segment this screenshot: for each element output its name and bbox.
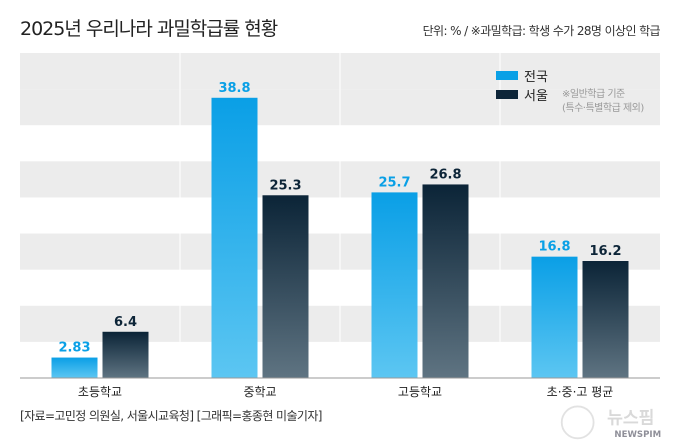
unit-note: 단위: % / ※과밀학급: 학생 수가 28명 이상인 학급 <box>422 24 661 38</box>
x-tick-label: 초·중·고 평균 <box>547 385 614 399</box>
bar-national <box>531 256 578 378</box>
data-label: 16.8 <box>538 240 570 255</box>
bar-seoul <box>422 184 469 378</box>
data-label: 25.7 <box>378 175 410 190</box>
data-label: 25.3 <box>269 178 301 193</box>
bar-seoul <box>582 261 629 378</box>
legend-item-national: 전국 <box>496 66 548 85</box>
svg-text:NEWSPIM: NEWSPIM <box>614 430 661 440</box>
data-label: 2.83 <box>58 341 90 356</box>
x-tick-label: 중학교 <box>243 385 276 399</box>
bar-national <box>371 192 418 378</box>
bar-national <box>51 357 98 378</box>
legend: 전국 서울 <box>496 66 548 104</box>
source-credit: [자료=고민정 의원실, 서울시교육청] [그래픽=홍종현 미술기자] <box>20 409 322 423</box>
legend-swatch <box>496 71 518 80</box>
legend-swatch <box>496 90 518 99</box>
legend-note: ※일반학급 기준 <box>562 89 625 100</box>
legend-label: 전국 <box>524 70 548 85</box>
bar-national <box>211 97 258 379</box>
x-tick-label: 초등학교 <box>78 385 122 399</box>
data-label: 26.8 <box>429 167 461 182</box>
chart-title: 2025년 우리나라 과밀학급률 현황 <box>20 18 278 40</box>
data-label: 16.2 <box>589 244 621 259</box>
newspim-logo: 뉴스핌 NEWSPIM <box>560 405 661 440</box>
legend-note-2: (특수·특별학급 제외) <box>562 103 644 114</box>
data-label: 6.4 <box>114 315 137 330</box>
svg-text:뉴스핌: 뉴스핌 <box>607 409 654 429</box>
legend-label: 서울 <box>524 89 548 104</box>
bar-seoul <box>262 195 309 378</box>
bar-seoul <box>102 331 149 378</box>
x-tick-label: 고등학교 <box>398 385 442 399</box>
data-label: 38.8 <box>218 81 250 96</box>
legend-item-seoul: 서울 <box>496 85 548 104</box>
